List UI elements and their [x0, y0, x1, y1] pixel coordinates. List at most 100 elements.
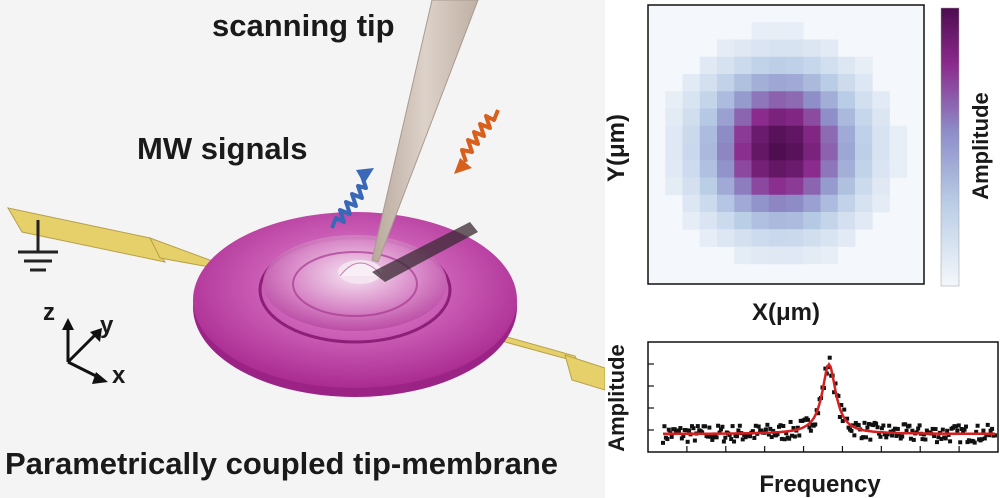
- heatmap-cell: [734, 143, 752, 161]
- data-point: [687, 428, 692, 433]
- data-point: [710, 437, 715, 442]
- data-point: [961, 429, 966, 434]
- heatmap-cell: [699, 177, 718, 196]
- heatmap-cell: [751, 39, 770, 58]
- data-point: [665, 437, 670, 442]
- heatmap-cell: [699, 108, 718, 127]
- heatmap-cell: [837, 194, 856, 213]
- data-point: [713, 432, 718, 437]
- heatmap-cell: [699, 143, 718, 161]
- heatmap-cell: [751, 246, 770, 265]
- heatmap-cell: [682, 108, 701, 127]
- heatmap-cell: [889, 125, 908, 144]
- resonance-plot-ticks: [648, 363, 960, 452]
- data-point: [736, 428, 741, 433]
- data-point: [981, 428, 986, 433]
- data-point: [945, 428, 950, 433]
- data-point: [885, 432, 890, 437]
- heatmap-cell: [717, 74, 735, 92]
- data-point: [711, 435, 716, 440]
- heatmap-cell: [786, 194, 804, 213]
- data-point: [993, 433, 997, 438]
- heatmap-cell: [872, 177, 890, 196]
- schematic-drawing: [6, 0, 606, 397]
- heatmap-cell: [768, 212, 787, 230]
- heatmap-cell: [699, 125, 718, 144]
- data-point: [856, 423, 861, 428]
- heatmap-cell: [786, 125, 804, 144]
- heatmap-cell: [751, 22, 770, 40]
- heatmap-cell: [717, 160, 735, 178]
- heatmap-cell: [872, 125, 890, 144]
- data-point: [878, 434, 883, 439]
- heatmap-cell: [665, 125, 683, 144]
- data-point: [935, 440, 940, 445]
- heatmap-cell: [837, 143, 856, 161]
- heatmap-cell: [855, 91, 873, 109]
- data-point: [708, 434, 713, 439]
- heatmap-cell: [717, 125, 735, 144]
- heatmap-cell: [889, 143, 908, 161]
- data-point: [987, 433, 992, 438]
- heatmap-cell: [682, 194, 701, 213]
- data-point: [910, 428, 915, 433]
- heatmap-cell: [803, 177, 821, 196]
- heatmap-cell: [665, 91, 683, 109]
- data-point: [975, 423, 980, 428]
- data-point: [832, 390, 837, 395]
- heatmap-cell: [682, 160, 701, 178]
- heatmap-cell: [717, 212, 735, 230]
- data-point: [882, 432, 887, 437]
- data-point: [782, 437, 787, 442]
- data-point: [679, 436, 684, 441]
- heatmap-cell: [820, 39, 839, 58]
- right-electrode: [498, 334, 606, 391]
- heatmap-cell: [768, 91, 787, 109]
- data-point: [892, 426, 897, 431]
- data-point: [787, 436, 792, 441]
- heatmap-cell: [665, 108, 683, 127]
- data-point: [689, 424, 694, 429]
- heatmap-cell: [820, 143, 839, 161]
- data-point: [852, 433, 857, 438]
- data-point: [669, 434, 674, 439]
- heatmap-cell: [786, 143, 804, 161]
- data-point: [792, 434, 797, 439]
- data-point: [779, 436, 784, 441]
- heatmap-cell: [699, 194, 718, 213]
- heatmap-cell: [786, 91, 804, 109]
- heatmap-y-label: Y(μm): [605, 114, 630, 182]
- data-point: [917, 423, 922, 428]
- heatmap-cell: [734, 39, 752, 58]
- data-point: [737, 423, 742, 428]
- heatmap-cell: [751, 160, 770, 178]
- data-point: [685, 439, 690, 444]
- heatmap-cell: [699, 74, 718, 92]
- data-point: [692, 438, 697, 443]
- heatmap-cell: [682, 212, 701, 230]
- heatmap-cell: [786, 160, 804, 178]
- heatmap-cell: [734, 246, 752, 265]
- data-point: [747, 434, 752, 439]
- data-point: [836, 393, 841, 398]
- data-point: [797, 433, 802, 438]
- heatmap-cell: [820, 212, 839, 230]
- heatmap-cell: [717, 194, 735, 213]
- heatmap-cell: [717, 91, 735, 109]
- data-point: [895, 426, 900, 431]
- data-point: [808, 428, 813, 433]
- mw-signal-blue-icon: [330, 168, 374, 229]
- heatmap-cell: [803, 125, 821, 144]
- data-point: [953, 424, 958, 429]
- data-point: [898, 436, 903, 441]
- data-point: [729, 437, 734, 442]
- heatmap-cell: [768, 246, 787, 265]
- data-point: [956, 423, 961, 428]
- data-point: [723, 435, 728, 440]
- data-point: [840, 419, 845, 424]
- data-point: [849, 428, 854, 433]
- heatmap-cell: [837, 56, 856, 75]
- heatmap-cell: [665, 177, 683, 196]
- heatmap-cell: [734, 108, 752, 127]
- heatmap-cell: [717, 108, 735, 127]
